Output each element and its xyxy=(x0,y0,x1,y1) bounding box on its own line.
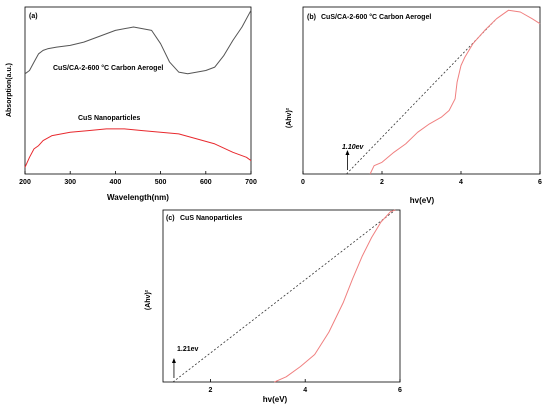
panel-a-series-label-2: CuS Nanoparticles xyxy=(78,115,140,122)
panel-b-frame xyxy=(302,6,541,175)
panel-b-title: CuS/CA-2-600 °C Carbon Aerogel xyxy=(321,13,431,21)
panel-b-series-line-0 xyxy=(369,9,541,175)
panel-b-annotation: 1.10ev xyxy=(342,144,365,151)
panel-a-series-line-0 xyxy=(24,10,252,75)
panel-a-xlabel: Wavelength(nm) xyxy=(107,193,169,202)
panel-a-label: (a) xyxy=(29,13,38,20)
panel-c-label: (c) xyxy=(166,215,175,222)
panel-c-annotation: 1.21ev xyxy=(177,346,199,353)
panel-b-ylabel: (Ahv)² xyxy=(286,107,293,128)
panel-a-xtick-label-5: 700 xyxy=(245,179,257,186)
panel-a-xtick-label-1: 300 xyxy=(64,179,76,186)
panel-c-series-line-0 xyxy=(274,209,396,383)
panel-b-xtick-label-2: 4 xyxy=(459,179,463,186)
panel-c-intercept-arrowhead xyxy=(171,358,176,363)
panel-c-frame xyxy=(162,209,401,383)
panel-b-xtick-label-3: 6 xyxy=(538,179,542,186)
panel-b-xtick-label-1: 2 xyxy=(380,179,384,186)
panel-b-xtick-label-0: 0 xyxy=(301,179,305,186)
panel-a-xtick-label-3: 500 xyxy=(155,179,167,186)
panel-b-xlabel: hv(eV) xyxy=(410,196,435,205)
panel-c-xtick-label-0: 2 xyxy=(208,387,212,394)
panel-c-ylabel: (Ahv)² xyxy=(145,289,152,310)
panel-a-xtick-label-4: 600 xyxy=(200,179,212,186)
panel-b-intercept-arrowhead xyxy=(345,150,350,155)
panel-a-series-label-1: CuS/CA-2-600 °C Carbon Aerogel xyxy=(53,64,163,72)
panel-a-xtick-label-0: 200 xyxy=(19,179,31,186)
panel-c-tangent-line xyxy=(172,209,396,383)
panel-c: (c) CuS Nanoparticles (Ahv)² hv(eV) 1.21… xyxy=(145,209,402,404)
panel-c-xtick-label-2: 6 xyxy=(398,387,402,394)
panel-a-ylabel: Absorption(a.u.) xyxy=(6,63,13,117)
panel-a: (a) Absorption(a.u.) Wavelength(nm) CuS/… xyxy=(6,6,257,202)
panel-b-label: (b) xyxy=(307,14,316,21)
panel-b: (b) CuS/CA-2-600 °C Carbon Aerogel (Ahv)… xyxy=(286,6,542,205)
panel-a-frame xyxy=(24,6,252,175)
panel-c-xlabel: hv(eV) xyxy=(263,395,288,404)
panel-c-title: CuS Nanoparticles xyxy=(180,215,242,222)
panel-c-xtick-label-1: 4 xyxy=(303,387,307,394)
panel-a-xtick-label-2: 400 xyxy=(110,179,122,186)
panel-a-series-line-1 xyxy=(24,128,252,168)
